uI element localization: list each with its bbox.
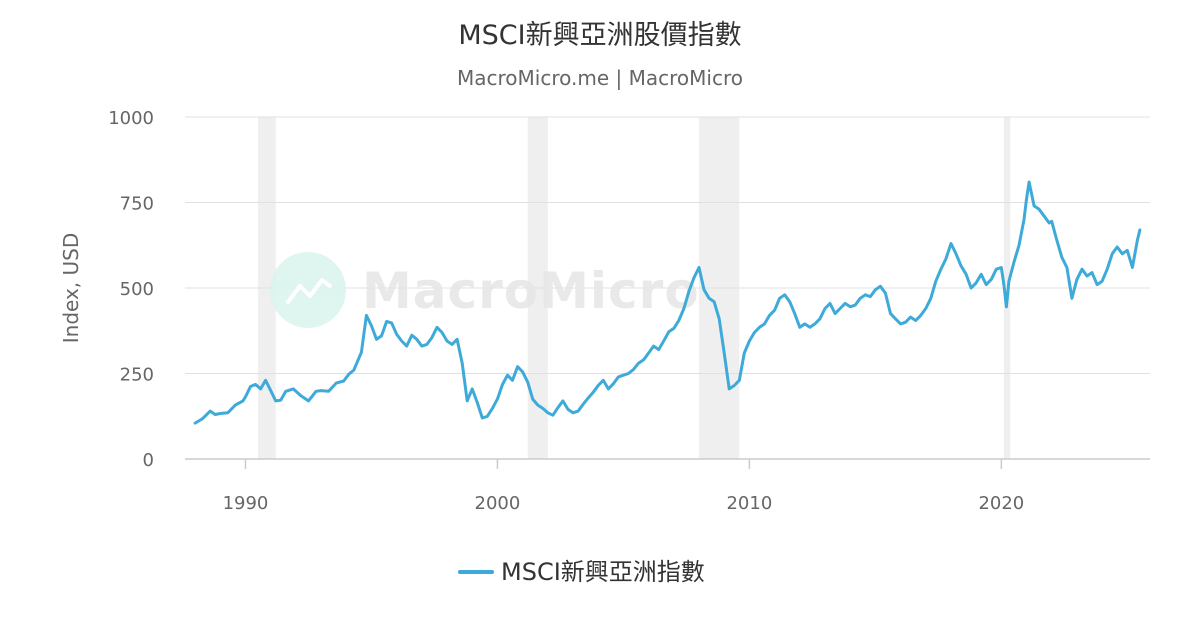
y-axis-title: Index, USD <box>59 233 83 344</box>
series-line[interactable] <box>193 180 1142 425</box>
legend[interactable]: MSCI新興亞洲指數 <box>458 558 705 586</box>
chart-subtitle: MacroMicro.me | MacroMicro <box>457 66 743 90</box>
chart-title: MSCI新興亞洲股價指數 <box>458 20 741 51</box>
series-layer <box>193 180 1142 425</box>
y-tick-label: 500 <box>120 279 154 300</box>
legend-label: MSCI新興亞洲指數 <box>501 558 705 586</box>
axes: 0 250 500 750 1000 1990 2000 2010 2020 <box>108 108 1150 514</box>
watermark-logo-line-icon <box>286 278 332 304</box>
x-tick-label: 2010 <box>726 493 772 514</box>
x-tick-label: 1990 <box>223 493 269 514</box>
x-tick-label: 2020 <box>978 493 1024 514</box>
y-tick-label: 0 <box>143 450 154 471</box>
y-tick-label: 1000 <box>108 108 154 129</box>
watermark-text: MacroMicro <box>362 262 700 320</box>
watermark: MacroMicro <box>270 252 700 328</box>
x-tick-label: 2000 <box>475 493 521 514</box>
y-tick-label: 250 <box>120 365 154 386</box>
watermark-logo-icon <box>270 252 346 328</box>
y-tick-label: 750 <box>120 194 154 215</box>
